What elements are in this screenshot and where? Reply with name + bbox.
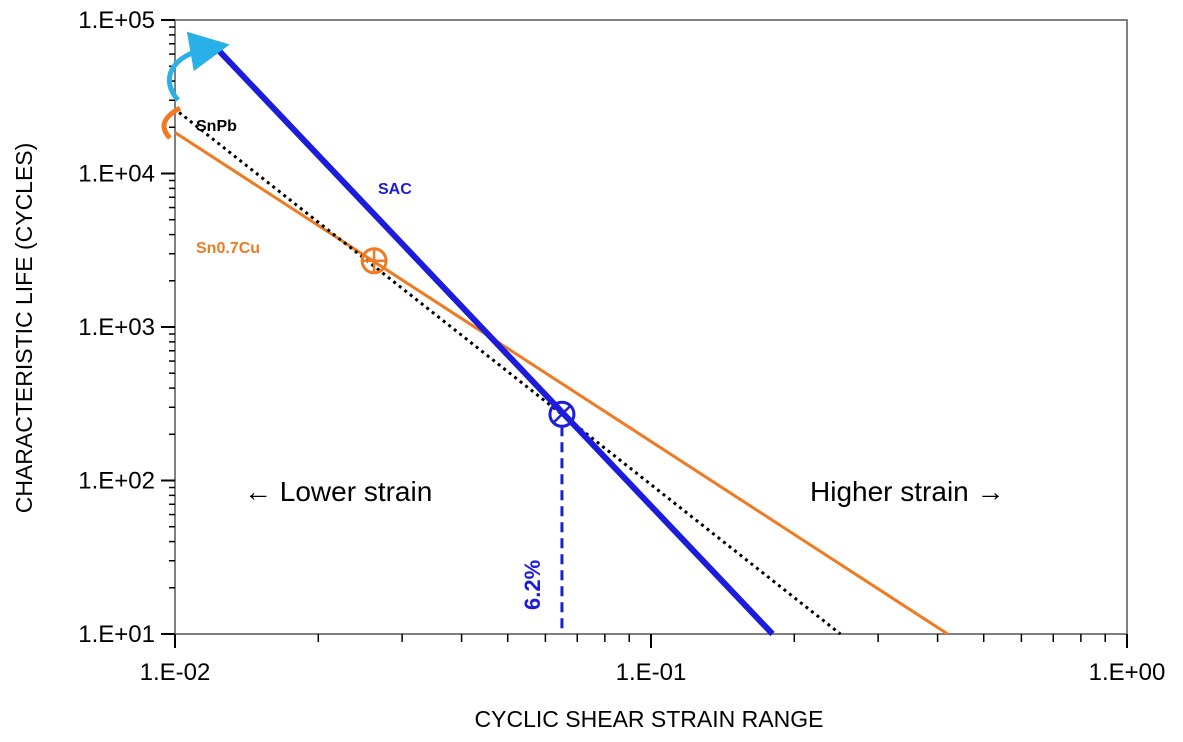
curl-arrow-sac	[166, 31, 230, 102]
series-line-snpb	[178, 111, 842, 636]
y-tick-label: 1.E+05	[78, 7, 155, 34]
x-axis-title: CYCLIC SHEAR STRAIN RANGE	[475, 706, 824, 732]
series-label-snpb: SnPb	[196, 118, 237, 135]
marker-sac	[548, 400, 576, 428]
minor-ticks	[169, 26, 1106, 642]
series-label-sn07cu: Sn0.7Cu	[196, 240, 260, 257]
lower-strain-note: ← Lower strain	[244, 476, 432, 507]
y-tick-label: 1.E+02	[78, 468, 155, 495]
x-tick-labels: 1.E-02 1.E-01 1.E+00	[140, 659, 1166, 686]
series-lines	[174, 45, 949, 637]
curl-arrow-sn07cu	[161, 105, 182, 140]
y-tick-label: 1.E+03	[78, 314, 155, 341]
series-label-sac: SAC	[378, 181, 412, 198]
plot-frame	[174, 19, 1128, 635]
y-tick-labels: 1.E+01 1.E+02 1.E+03 1.E+04 1.E+05	[78, 7, 155, 648]
y-tick-label: 1.E+04	[78, 161, 155, 188]
y-axis-title: CHARACTERISTIC LIFE (CYCLES)	[11, 143, 37, 514]
strain-value-label: 6.2%	[520, 560, 545, 610]
higher-strain-note: Higher strain →	[810, 476, 1005, 507]
series-line-sac	[213, 45, 775, 637]
x-tick-label: 1.E-01	[616, 659, 687, 686]
y-tick-label: 1.E+01	[78, 621, 155, 648]
x-tick-label: 1.E+00	[1089, 659, 1166, 686]
x-tick-label: 1.E-02	[140, 659, 211, 686]
marker-sn07cu	[360, 247, 388, 275]
major-ticks	[161, 19, 1128, 648]
series-line-sn07cu	[174, 131, 949, 636]
